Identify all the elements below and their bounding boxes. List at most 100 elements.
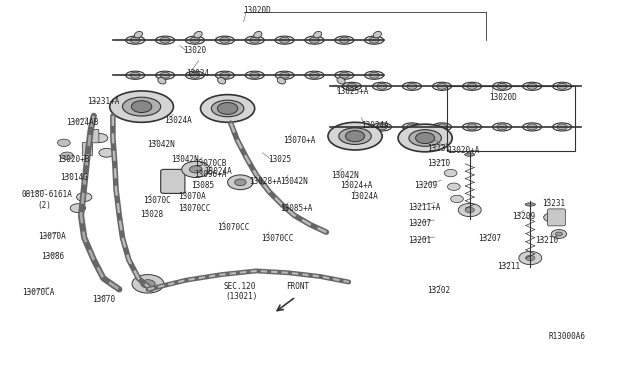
Text: 13210: 13210 xyxy=(427,158,450,168)
Circle shape xyxy=(369,37,380,43)
Text: 13211+A: 13211+A xyxy=(408,203,440,212)
Ellipse shape xyxy=(365,36,384,44)
Circle shape xyxy=(190,37,200,43)
Text: 13042N: 13042N xyxy=(280,177,308,186)
Circle shape xyxy=(497,124,507,130)
Ellipse shape xyxy=(522,82,541,90)
Ellipse shape xyxy=(134,31,143,38)
Circle shape xyxy=(437,83,447,89)
Text: 13025+A: 13025+A xyxy=(336,87,368,96)
Ellipse shape xyxy=(339,128,371,144)
Circle shape xyxy=(141,280,155,288)
Text: 13209: 13209 xyxy=(513,212,536,221)
Circle shape xyxy=(497,83,507,89)
Circle shape xyxy=(347,124,357,130)
Circle shape xyxy=(465,207,474,213)
Ellipse shape xyxy=(125,71,145,79)
Text: 13086: 13086 xyxy=(41,252,64,262)
Ellipse shape xyxy=(373,31,381,38)
Text: 13207: 13207 xyxy=(478,234,501,243)
Ellipse shape xyxy=(245,36,264,44)
Ellipse shape xyxy=(328,122,382,150)
Circle shape xyxy=(458,203,481,217)
Ellipse shape xyxy=(186,36,205,44)
Circle shape xyxy=(451,195,463,203)
Circle shape xyxy=(131,101,152,112)
Circle shape xyxy=(415,132,435,144)
Circle shape xyxy=(407,124,417,130)
Circle shape xyxy=(339,37,349,43)
Text: 13070A: 13070A xyxy=(38,232,65,241)
Circle shape xyxy=(347,83,357,89)
Circle shape xyxy=(557,124,567,130)
Text: 13070C: 13070C xyxy=(143,196,171,205)
Text: 13024A: 13024A xyxy=(362,121,389,129)
Circle shape xyxy=(70,204,86,212)
Text: 13231: 13231 xyxy=(541,199,565,208)
Ellipse shape xyxy=(277,77,285,84)
Text: 13096+A: 13096+A xyxy=(194,170,226,179)
Ellipse shape xyxy=(122,97,161,116)
Text: 13231: 13231 xyxy=(427,144,450,153)
Ellipse shape xyxy=(525,203,536,206)
Text: 13024A: 13024A xyxy=(204,167,232,176)
Circle shape xyxy=(77,193,92,202)
Circle shape xyxy=(132,275,164,293)
Text: 13085: 13085 xyxy=(191,181,214,190)
Circle shape xyxy=(447,183,460,190)
Ellipse shape xyxy=(109,91,173,122)
Ellipse shape xyxy=(215,36,234,44)
Text: 13085+A: 13085+A xyxy=(280,204,313,214)
Text: 13020D: 13020D xyxy=(489,93,516,102)
Ellipse shape xyxy=(335,36,354,44)
Ellipse shape xyxy=(186,71,205,79)
Circle shape xyxy=(467,83,477,89)
Text: 08180-6161A: 08180-6161A xyxy=(22,190,73,199)
Text: 13020D: 13020D xyxy=(244,6,271,15)
Circle shape xyxy=(527,124,537,130)
Ellipse shape xyxy=(493,123,511,131)
Circle shape xyxy=(58,139,70,147)
Ellipse shape xyxy=(433,82,452,90)
Circle shape xyxy=(525,255,535,261)
Text: 13070CC: 13070CC xyxy=(179,204,211,214)
Text: 13024A: 13024A xyxy=(351,192,378,201)
Circle shape xyxy=(130,72,140,78)
Circle shape xyxy=(407,83,417,89)
Circle shape xyxy=(235,179,246,186)
Circle shape xyxy=(556,232,563,236)
Circle shape xyxy=(99,148,114,157)
Text: 13211: 13211 xyxy=(497,262,520,271)
Circle shape xyxy=(190,72,200,78)
Ellipse shape xyxy=(463,123,481,131)
Circle shape xyxy=(557,83,567,89)
Text: 13207: 13207 xyxy=(408,219,431,228)
Circle shape xyxy=(250,72,260,78)
Ellipse shape xyxy=(254,31,262,38)
Text: 13070A: 13070A xyxy=(179,192,206,201)
Ellipse shape xyxy=(463,82,481,90)
Text: FRONT: FRONT xyxy=(286,282,309,291)
Text: 13042N: 13042N xyxy=(332,171,359,180)
Ellipse shape xyxy=(365,71,384,79)
Circle shape xyxy=(130,37,140,43)
Text: 13024: 13024 xyxy=(186,69,209,78)
Text: 13024AB: 13024AB xyxy=(67,118,99,127)
Circle shape xyxy=(61,152,74,160)
Ellipse shape xyxy=(194,31,202,38)
Ellipse shape xyxy=(433,123,452,131)
Text: 13201: 13201 xyxy=(408,236,431,245)
Circle shape xyxy=(160,37,170,43)
Text: 13020+A: 13020+A xyxy=(447,147,480,155)
Ellipse shape xyxy=(465,153,475,156)
Circle shape xyxy=(437,124,447,130)
Text: 13020: 13020 xyxy=(183,46,206,55)
Ellipse shape xyxy=(342,82,362,90)
Ellipse shape xyxy=(552,82,572,90)
Text: 13210: 13210 xyxy=(536,236,559,245)
Text: 13025: 13025 xyxy=(268,155,291,164)
Ellipse shape xyxy=(372,123,392,131)
Circle shape xyxy=(160,72,170,78)
Ellipse shape xyxy=(158,77,166,84)
FancyBboxPatch shape xyxy=(83,142,93,156)
